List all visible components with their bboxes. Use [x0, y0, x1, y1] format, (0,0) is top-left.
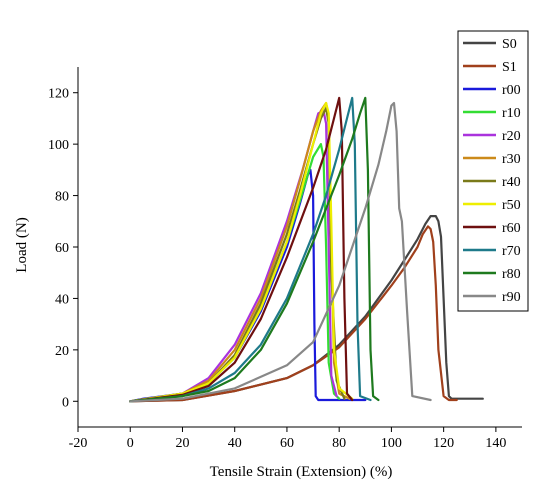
- legend-label-r50: r50: [502, 198, 521, 213]
- y-tick-label: 120: [48, 87, 69, 102]
- legend-label-r60: r60: [502, 221, 521, 236]
- y-tick-label: 0: [62, 395, 69, 410]
- legend-label-r10: r10: [502, 106, 521, 121]
- legend-box: [457, 30, 529, 312]
- legend-label-r40: r40: [502, 175, 521, 190]
- axes: -20 0 20 40 60 80 100 120 140 0 20 40 60 80 100 120: [48, 67, 522, 451]
- legend-label-r00: r00: [502, 83, 521, 98]
- x-tick-label: 60: [280, 436, 294, 451]
- series-line-S1: [129, 225, 458, 403]
- legend: S0 S1 r00 r10 r20 r30 r40 r50 r60 r70 r80 r90: [457, 30, 529, 312]
- x-tick-label: 40: [228, 436, 242, 451]
- x-tick-label: -20: [69, 436, 88, 451]
- series-line-S0: [129, 215, 484, 403]
- series-line-r80: [129, 96, 380, 403]
- y-tick-label: 80: [55, 190, 69, 205]
- series-line-r50: [129, 101, 354, 403]
- x-axis-title: Tensile Strain (Extension) (%): [210, 464, 393, 480]
- series-line-r70: [129, 96, 372, 403]
- y-tick-label: 40: [55, 292, 69, 307]
- legend-label-r70: r70: [502, 244, 521, 259]
- legend-label-r20: r20: [502, 129, 521, 144]
- legend-label-r90: r90: [502, 290, 521, 305]
- x-tick-label: 0: [127, 436, 134, 451]
- legend-label-r80: r80: [502, 267, 521, 282]
- x-tick-label: 20: [175, 436, 189, 451]
- x-tick-label: 120: [433, 436, 454, 451]
- series-line-r60: [129, 96, 354, 403]
- x-tick-label: 140: [485, 436, 506, 451]
- legend-label-r30: r30: [502, 152, 521, 167]
- x-tick-label: 100: [381, 436, 402, 451]
- series-line-r90: [129, 101, 432, 403]
- legend-label-S0: S0: [502, 37, 517, 52]
- series-group: [129, 96, 484, 403]
- y-tick-label: 100: [48, 138, 69, 153]
- y-tick-label: 20: [55, 344, 69, 359]
- y-tick-label: 60: [55, 241, 69, 256]
- legend-label-S1: S1: [502, 60, 517, 75]
- series-line-r30: [129, 101, 351, 403]
- x-tick-label: 80: [332, 436, 346, 451]
- y-axis-title: Load (N): [14, 217, 30, 272]
